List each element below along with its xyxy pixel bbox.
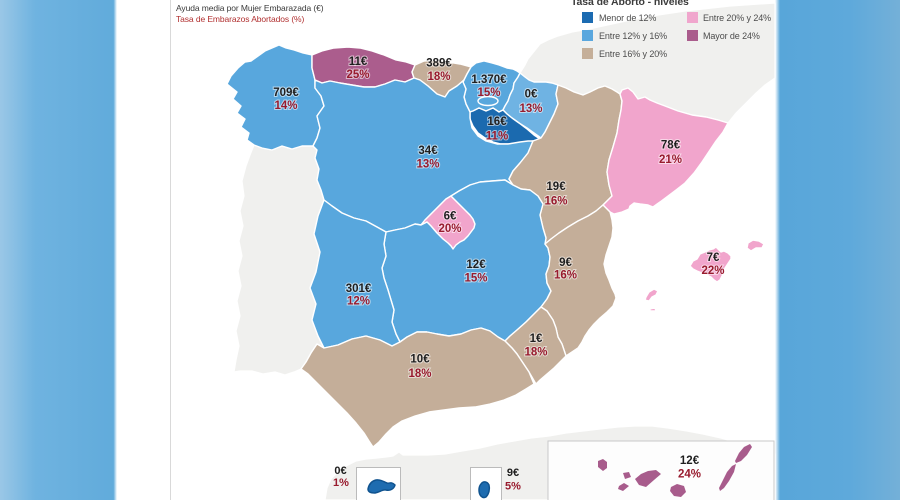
- svg-text:15%: 15%: [477, 87, 500, 99]
- svg-text:11€: 11€: [349, 56, 368, 68]
- svg-text:301€: 301€: [346, 283, 372, 295]
- svg-text:20%: 20%: [438, 223, 461, 235]
- svg-text:21%: 21%: [659, 154, 682, 166]
- svg-text:22%: 22%: [701, 265, 724, 277]
- svg-text:25%: 25%: [346, 69, 369, 81]
- svg-text:34€: 34€: [418, 145, 438, 157]
- svg-text:6€: 6€: [444, 211, 457, 223]
- svg-text:16%: 16%: [544, 196, 567, 208]
- svg-text:0€: 0€: [525, 89, 538, 101]
- svg-text:12€: 12€: [680, 455, 700, 467]
- svg-text:5%: 5%: [505, 481, 521, 493]
- svg-text:9€: 9€: [507, 467, 519, 479]
- svg-text:14%: 14%: [274, 100, 297, 112]
- svg-text:1%: 1%: [333, 477, 349, 489]
- svg-text:12%: 12%: [347, 296, 370, 308]
- svg-text:16€: 16€: [487, 116, 507, 128]
- svg-text:1.370€: 1.370€: [471, 74, 507, 86]
- svg-text:389€: 389€: [426, 58, 452, 70]
- svg-text:12€: 12€: [466, 259, 486, 271]
- svg-text:15%: 15%: [464, 273, 487, 285]
- svg-text:11%: 11%: [486, 131, 508, 143]
- svg-text:13%: 13%: [519, 103, 542, 115]
- svg-text:13%: 13%: [416, 159, 439, 171]
- svg-text:24%: 24%: [678, 469, 701, 481]
- svg-text:709€: 709€: [273, 87, 299, 99]
- svg-text:7€: 7€: [707, 252, 720, 264]
- svg-text:0€: 0€: [334, 465, 346, 477]
- svg-text:19€: 19€: [546, 181, 566, 193]
- svg-text:18%: 18%: [427, 71, 450, 83]
- svg-text:16%: 16%: [554, 270, 577, 282]
- svg-text:9€: 9€: [559, 257, 572, 269]
- svg-text:10€: 10€: [410, 354, 430, 366]
- svg-text:78€: 78€: [661, 140, 681, 152]
- svg-text:18%: 18%: [408, 368, 431, 380]
- svg-text:1€: 1€: [530, 333, 543, 345]
- svg-text:18%: 18%: [524, 347, 547, 359]
